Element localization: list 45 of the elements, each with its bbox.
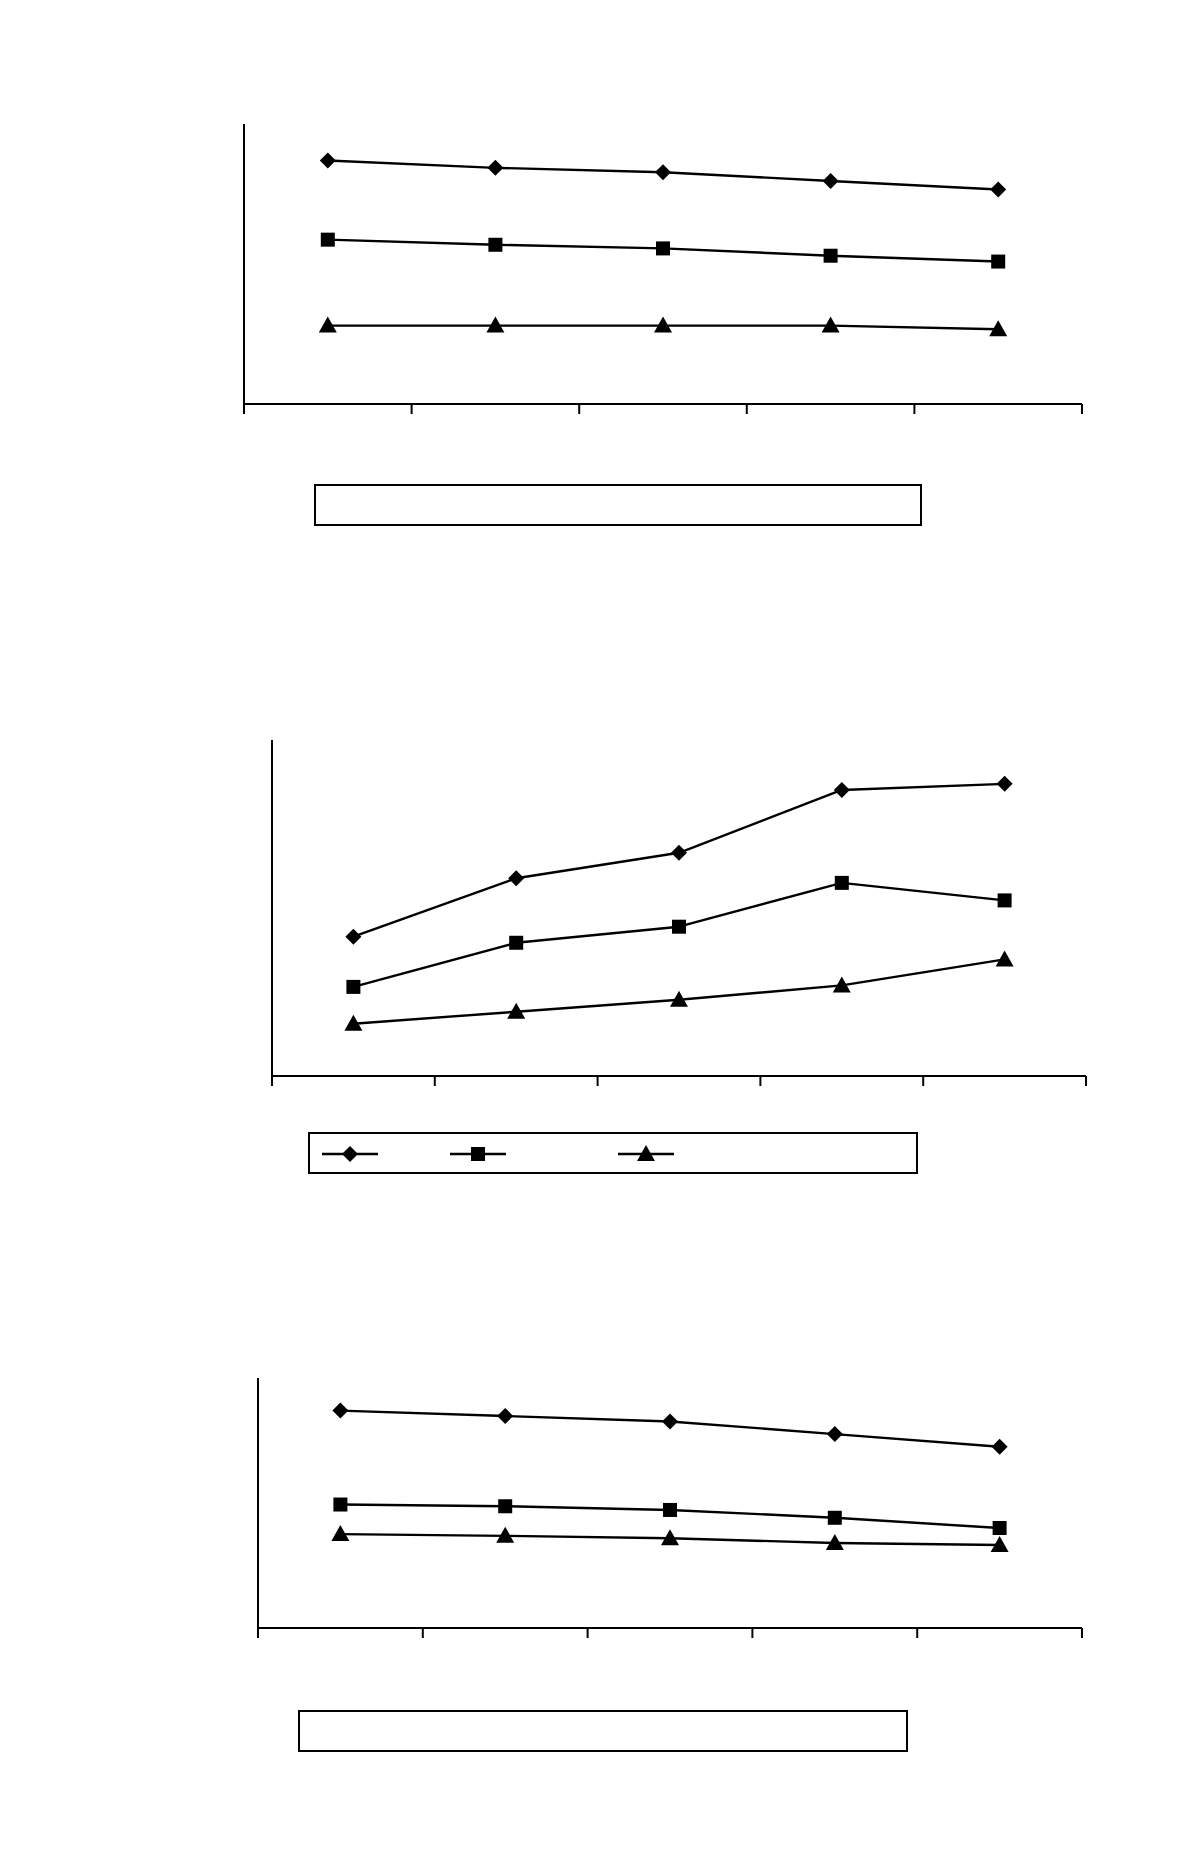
point xyxy=(827,1510,842,1525)
point xyxy=(497,1408,514,1425)
point xyxy=(996,775,1013,792)
point xyxy=(508,870,525,887)
point xyxy=(821,316,840,333)
point xyxy=(997,893,1012,908)
point xyxy=(825,1534,844,1550)
point xyxy=(319,152,336,169)
point xyxy=(832,976,851,993)
point xyxy=(318,316,337,333)
point xyxy=(344,1014,363,1031)
point xyxy=(662,1413,678,1430)
point xyxy=(331,1525,350,1542)
point xyxy=(992,1521,1007,1535)
point xyxy=(989,320,1008,337)
point xyxy=(990,1535,1009,1552)
point xyxy=(656,241,670,256)
point xyxy=(663,1502,677,1517)
point xyxy=(834,875,849,890)
point xyxy=(991,254,1006,269)
point xyxy=(826,1426,843,1443)
point xyxy=(990,181,1007,198)
point xyxy=(654,316,672,333)
point xyxy=(822,172,839,189)
point xyxy=(670,990,688,1007)
point xyxy=(655,164,671,181)
point xyxy=(345,928,362,945)
point xyxy=(332,1402,349,1419)
point xyxy=(488,237,503,252)
point xyxy=(671,844,687,861)
point xyxy=(333,1497,348,1512)
point xyxy=(991,1438,1008,1455)
point xyxy=(509,935,524,950)
point xyxy=(823,248,838,263)
point xyxy=(507,1002,526,1019)
point xyxy=(672,919,686,934)
point xyxy=(995,950,1014,967)
point xyxy=(346,979,361,994)
point xyxy=(487,159,504,176)
point xyxy=(486,316,505,333)
point xyxy=(498,1499,513,1514)
point xyxy=(833,781,850,798)
point xyxy=(661,1529,679,1546)
point xyxy=(320,232,335,247)
point xyxy=(496,1526,515,1543)
